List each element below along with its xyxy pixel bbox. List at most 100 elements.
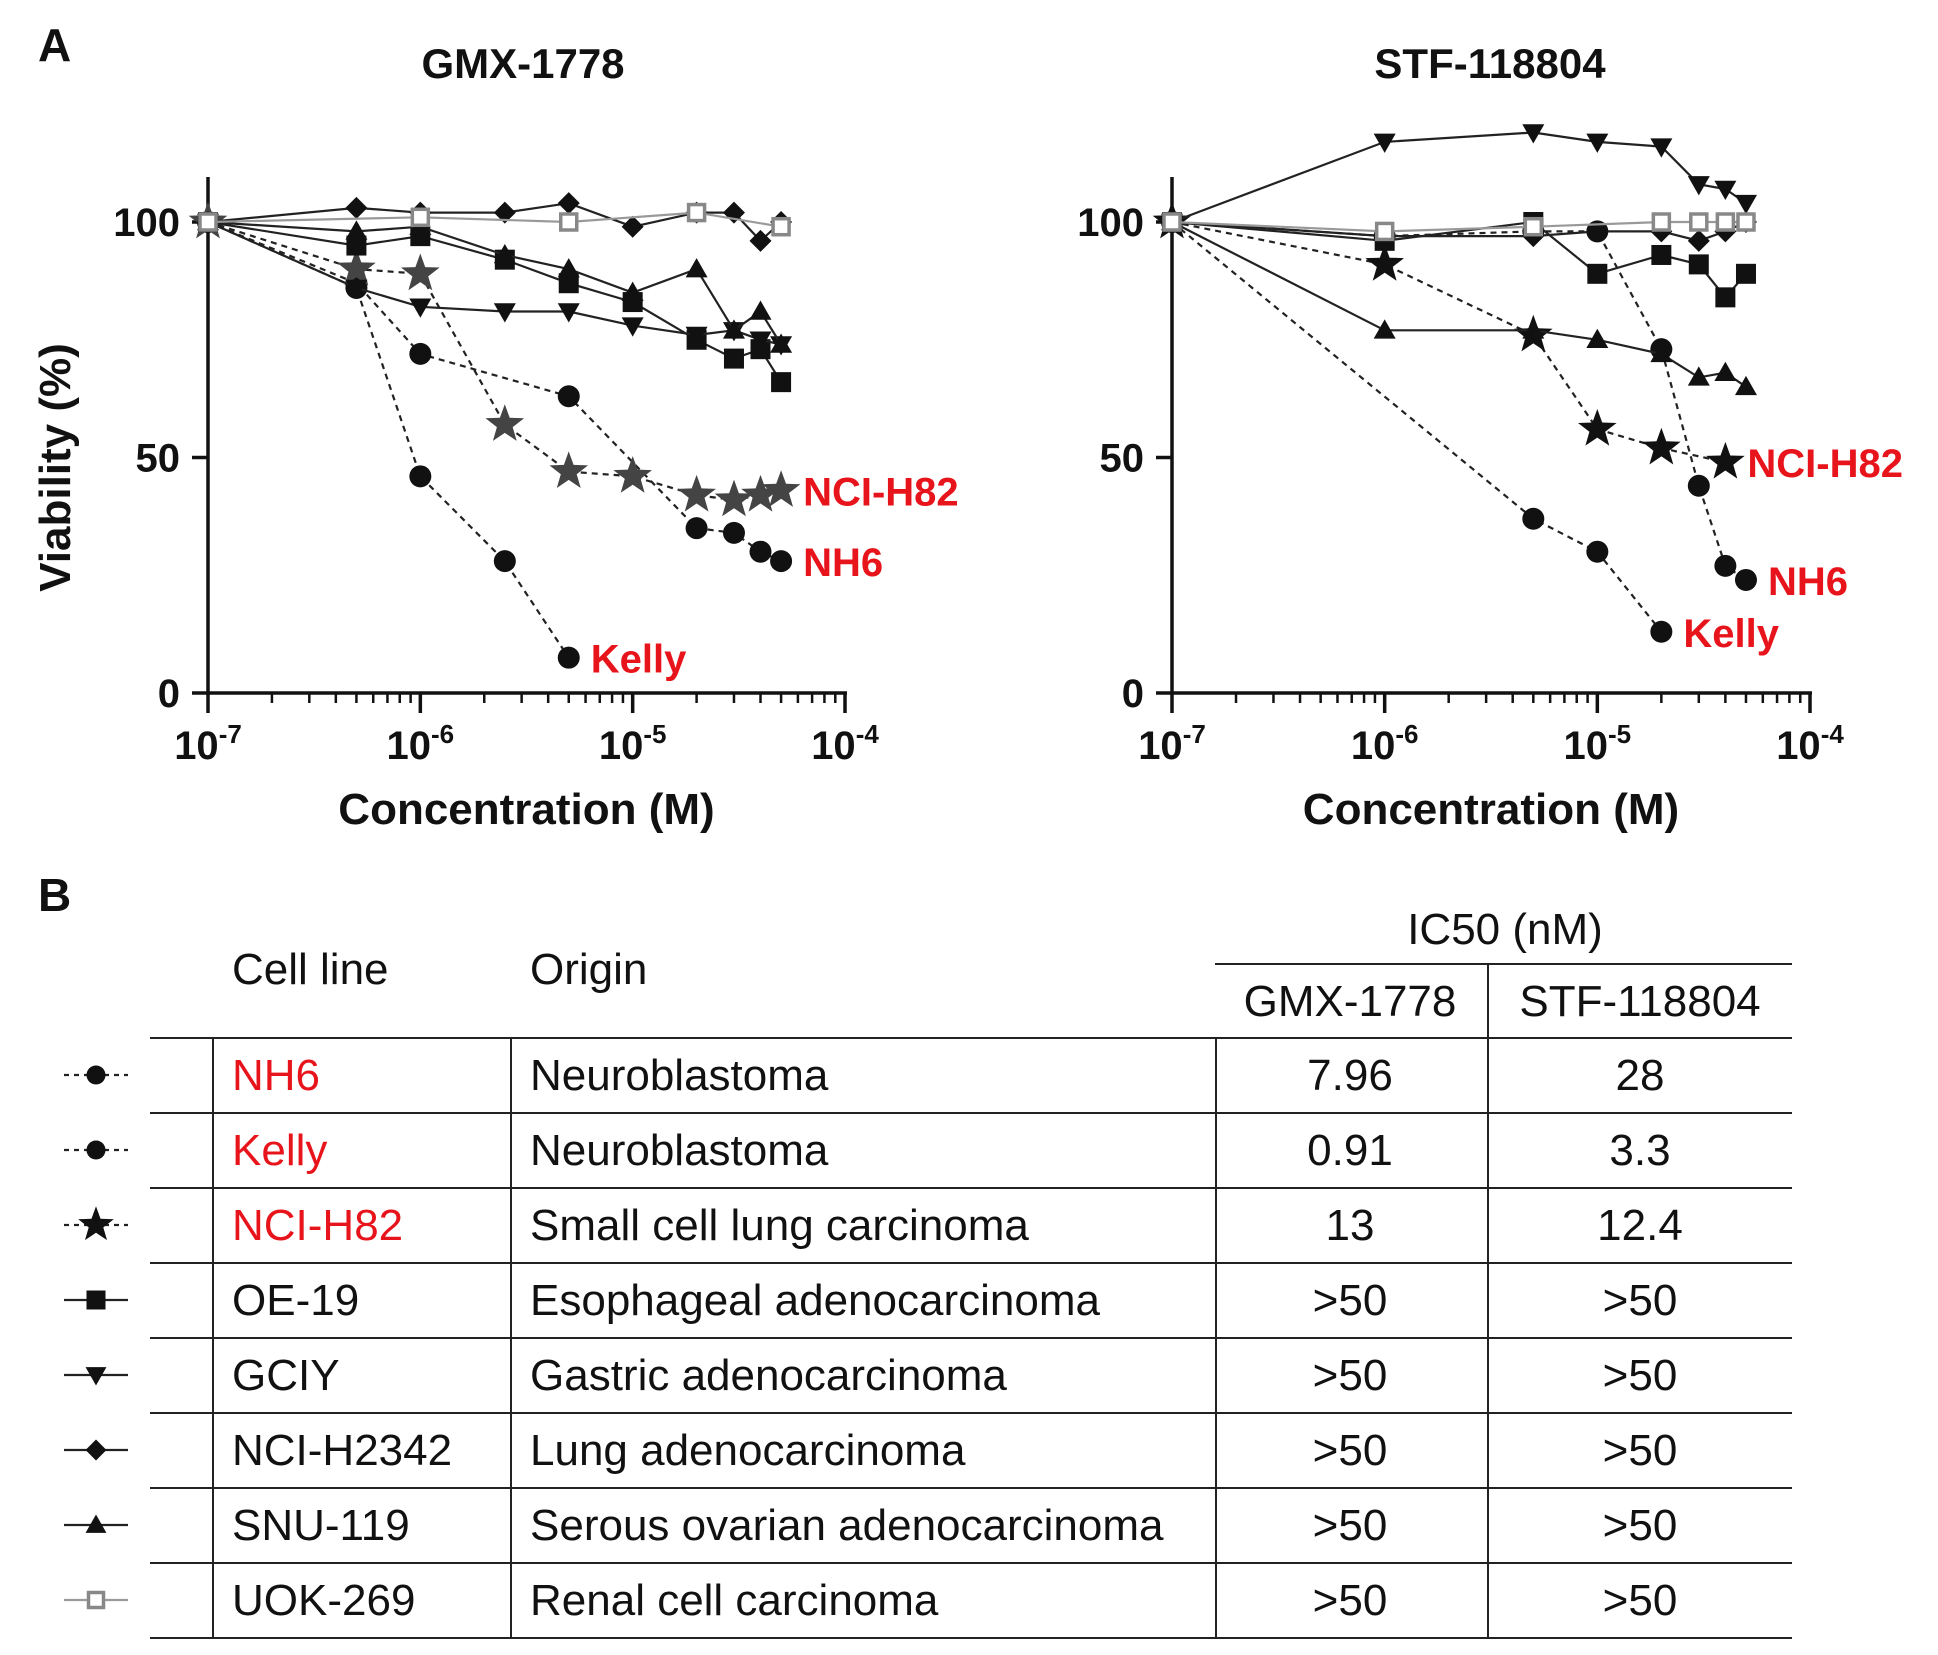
ic50-gmx: 13 [1325,1200,1375,1250]
data-point [1642,427,1681,465]
cell-line: NH6 [232,1050,321,1100]
series-line [207,220,570,659]
data-point [557,646,580,669]
legend-marker [86,1065,106,1084]
data-point [493,201,516,224]
data-point [557,192,580,215]
chart-1: STF-118804 10-7 10-6 10-5 10-4 0 50 100 Concentr… [1077,40,1903,834]
series-line [207,220,782,346]
data-point [1714,180,1737,201]
data-point [1586,328,1609,348]
series-end-label: NH6 [803,541,883,585]
series-uok-269 [1162,212,1756,242]
data-point [493,303,516,323]
series-line [207,220,782,563]
data-point [1735,263,1756,284]
data-point [722,521,745,544]
x-tick-label: 10-7 [1138,719,1206,768]
ic50-stf: 3.3 [1609,1125,1671,1175]
data-point [1522,507,1545,530]
data-point [714,479,754,517]
data-point [1687,366,1710,386]
row-rule [150,1487,1792,1489]
series-nci-h82: NCI-H82 [1152,201,1903,486]
data-point [1374,221,1395,242]
panel-label-a: A [38,19,72,71]
x-axis-label: Concentration (M) [1303,785,1679,834]
data-point [613,456,652,493]
origin: Serous ovarian adenocarcinoma [530,1500,1164,1550]
series-nci-h2342 [197,192,793,252]
series-nh6: NH6 [197,211,883,585]
x-tick-label: 10-6 [387,719,455,768]
data-point [345,220,368,240]
data-point [1689,212,1709,232]
legend-marker [85,1366,107,1385]
series-snu-119 [197,211,793,353]
series-kelly: Kelly [197,211,687,682]
data-point [557,258,580,278]
y-tick-label: 50 [136,437,181,481]
data-point [558,212,579,232]
data-point [549,451,588,488]
ic50-stf: >50 [1602,1425,1678,1475]
data-point [749,331,772,351]
legend-marker [86,1590,106,1609]
data-point [761,470,801,507]
data-point [1687,229,1710,252]
col-rule [1215,1037,1217,1637]
col-rule [510,1037,512,1637]
data-point [493,550,516,573]
cell-line: OE-19 [232,1275,360,1325]
data-point [770,333,793,353]
data-point [409,342,432,365]
y-tick-label: 50 [1100,437,1145,481]
data-point [749,229,772,252]
data-point [557,303,580,323]
series-line [1171,220,1726,464]
data-point [345,279,368,299]
data-point [1578,409,1617,446]
ic50-group-rule [1215,963,1792,965]
legend-marker [85,1439,107,1460]
y-tick-label: 100 [1077,201,1144,245]
ic50-gmx: >50 [1312,1425,1388,1475]
header-col-gmx: GMX-1778 [1243,977,1457,1026]
data-point [1651,244,1672,265]
ic50-stf: 12.4 [1597,1200,1683,1250]
row-rule [150,1337,1792,1339]
header-ic50-group: IC50 (nM) [1407,905,1603,954]
row-rule [150,1187,1792,1189]
data-point [771,216,791,237]
series-uok-269 [198,202,791,237]
y-tick-label: 100 [113,201,180,245]
ic50-gmx: >50 [1312,1575,1388,1625]
x-tick-label: 10-5 [599,719,667,768]
data-point [621,215,644,238]
data-point [685,326,708,347]
legend-marker [78,1205,114,1240]
series-end-label: NCI-H82 [803,470,959,514]
x-tick-label: 10-6 [1351,719,1419,768]
data-point [1650,138,1673,158]
data-point [1688,254,1709,275]
data-point [1736,212,1756,232]
row-rule [150,1412,1792,1414]
data-point [1523,216,1544,237]
data-point [1586,220,1609,243]
data-point [198,212,218,232]
series-line [1171,220,1747,581]
ic50-stf: >50 [1602,1350,1678,1400]
x-axis-label: Concentration (M) [338,785,714,834]
x-tick-label: 10-4 [811,719,879,768]
row-rule [150,1637,1792,1639]
data-point [410,207,431,228]
row-rule [150,1562,1792,1564]
data-point [722,319,745,339]
legend-marker [86,1140,106,1159]
ic50-gmx: >50 [1312,1500,1388,1550]
data-point [409,465,432,488]
data-point [685,258,708,278]
row-rule [150,1262,1792,1264]
ic50-gmx: >50 [1312,1275,1388,1325]
